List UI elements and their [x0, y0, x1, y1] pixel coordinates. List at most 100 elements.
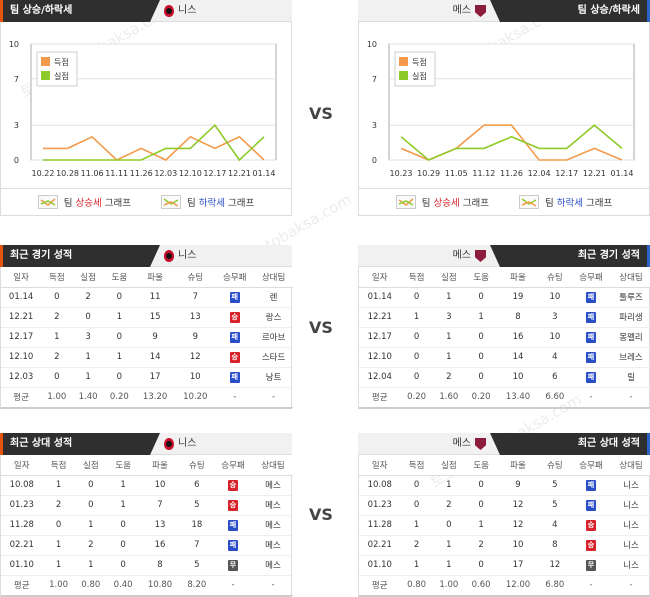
left-h2h-title: 최근 상대 성적	[0, 433, 160, 455]
column-header: 슈팅	[180, 455, 213, 476]
table-row: 12.10 0 1 0 14 4 패 브레스	[359, 347, 650, 368]
cell-date: 12.21	[1, 307, 42, 328]
column-header: 승무패	[571, 267, 611, 288]
result-badge: 패	[229, 331, 240, 343]
cell-opponent: 몽펠리	[610, 327, 650, 348]
cell-gf: 1	[41, 327, 73, 348]
result-badge: 패	[585, 499, 596, 511]
cell-ga: 0	[72, 307, 104, 328]
result-badge: 패	[585, 331, 596, 343]
vs-label: VS	[309, 104, 333, 123]
cell-date: 01.14	[1, 287, 42, 308]
cell-foul: 9	[497, 475, 539, 496]
x-tick-label: 11.05	[445, 169, 468, 178]
cell-shot: 5	[538, 495, 571, 516]
result-badge: 패	[585, 291, 596, 303]
avg-res: -	[215, 387, 255, 408]
cell-date: 12.04	[359, 367, 401, 388]
x-tick-label: 12.17	[203, 169, 226, 178]
cell-date: 01.10	[359, 555, 401, 576]
cell-date: 01.10	[1, 555, 43, 576]
left-trend-panel: 니스 팀 상승/하락세 0 3 7 10 10.22 10.28 11.06 11.11 11.…	[0, 0, 292, 216]
cell-date: 02.21	[1, 535, 43, 556]
column-header: 상대팀	[252, 455, 293, 476]
cell-ast: 0	[465, 555, 498, 576]
avg-ast: 0.40	[107, 575, 140, 596]
cell-opponent: 렌	[254, 287, 293, 308]
column-header: 슈팅	[538, 267, 571, 288]
cell-ast: 1	[465, 307, 498, 328]
avg-label: 평균	[359, 387, 401, 408]
column-header: 슈팅	[175, 267, 216, 288]
cell-ga: 1	[74, 555, 107, 576]
cell-foul: 10	[497, 367, 539, 388]
cell-ast: 0	[465, 327, 498, 348]
cell-shot: 5	[180, 555, 213, 576]
cell-ga: 1	[432, 327, 465, 348]
cell-ast: 0	[465, 495, 498, 516]
left-recent-panel: 니스 최근 경기 성적 일자 득점 실점 도움 파울 슈팅 승무패 상대팀 01.14 0 2 0 11 7 패…	[0, 245, 293, 409]
right-recent-panel: 메스 최근 경기 성적 일자 득점 실점 도움 파울 슈팅 승무패 상대팀 01.14 0 1 0 19 10…	[358, 245, 650, 409]
cell-ga: 2	[72, 287, 104, 308]
y-tick-label: 7	[14, 75, 19, 84]
table-row: 11.28 0 1 0 13 18 패 메스	[1, 515, 293, 536]
cell-date: 01.23	[1, 495, 43, 516]
x-tick-label: 11.26	[130, 169, 153, 178]
avg-label: 평균	[1, 575, 43, 596]
right-trend-panel: 메스 팀 상승/하락세 0 3 7 10 10.23 10.29 11.05 11.12 11.…	[358, 0, 650, 216]
table-row: 12.17 1 3 0 9 9 패 르아브	[1, 327, 293, 348]
metz-logo-icon	[475, 438, 486, 450]
column-header: 승무패	[571, 455, 611, 476]
column-header: 슈팅	[538, 455, 571, 476]
legend-label: 실점	[412, 71, 427, 81]
cell-ast: 0	[107, 555, 140, 576]
avg-ga: 1.00	[432, 575, 465, 596]
table-row: 12.04 0 2 0 10 6 패 릴	[359, 367, 650, 388]
table-row: 01.10 1 1 0 8 5 무 메스	[1, 555, 293, 576]
cell-ast: 2	[465, 535, 498, 556]
avg-ga: 1.60	[432, 387, 465, 408]
cell-opponent: 니스	[610, 495, 650, 516]
left-h2h-header: 니스 최근 상대 성적	[0, 433, 292, 455]
avg-ast: 0.20	[465, 387, 498, 408]
column-header: 득점	[400, 267, 433, 288]
column-header: 승무패	[213, 455, 253, 476]
cell-shot: 3	[538, 307, 571, 328]
cell-shot: 10	[538, 287, 571, 308]
legend-swatch	[41, 57, 50, 66]
cell-ga: 2	[432, 367, 465, 388]
cell-opponent: 메스	[252, 495, 293, 516]
legend-swatch	[399, 71, 408, 80]
cell-ast: 0	[107, 515, 140, 536]
metz-logo-icon	[475, 250, 486, 262]
avg-opp: -	[610, 387, 650, 408]
cell-gf: 0	[400, 347, 433, 368]
cell-ga: 2	[74, 535, 107, 556]
avg-gf: 0.80	[400, 575, 433, 596]
column-header: 상대팀	[254, 267, 293, 288]
cell-shot: 9	[175, 327, 216, 348]
down-graph-icon	[519, 195, 539, 209]
cell-foul: 8	[139, 555, 181, 576]
cell-ga: 3	[72, 327, 104, 348]
left-trend-chart: 0 3 7 10 10.22 10.28 11.06 11.11 11.26 12.03 12.10…	[9, 40, 277, 178]
cell-foul: 17	[135, 367, 176, 388]
legend-swatch	[41, 71, 50, 80]
cell-shot: 5	[180, 495, 213, 516]
result-badge: 패	[229, 291, 240, 303]
cell-gf: 1	[42, 475, 75, 496]
result-badge: 패	[585, 311, 596, 323]
result-badge: 패	[585, 479, 596, 491]
result-badge: 패	[229, 371, 240, 383]
column-header: 도움	[107, 455, 140, 476]
x-tick-label: 12.04	[528, 169, 551, 178]
table-row: 01.23 2 0 1 7 5 승 메스	[1, 495, 293, 516]
cell-gf: 1	[400, 515, 433, 536]
result-badge: 무	[585, 559, 596, 571]
y-tick-label: 3	[14, 121, 19, 130]
cell-opponent: 브레스	[610, 347, 650, 368]
x-tick-label: 10.29	[417, 169, 440, 178]
cell-shot: 6	[538, 367, 571, 388]
cell-date: 11.28	[359, 515, 401, 536]
avg-label: 평균	[1, 387, 42, 408]
